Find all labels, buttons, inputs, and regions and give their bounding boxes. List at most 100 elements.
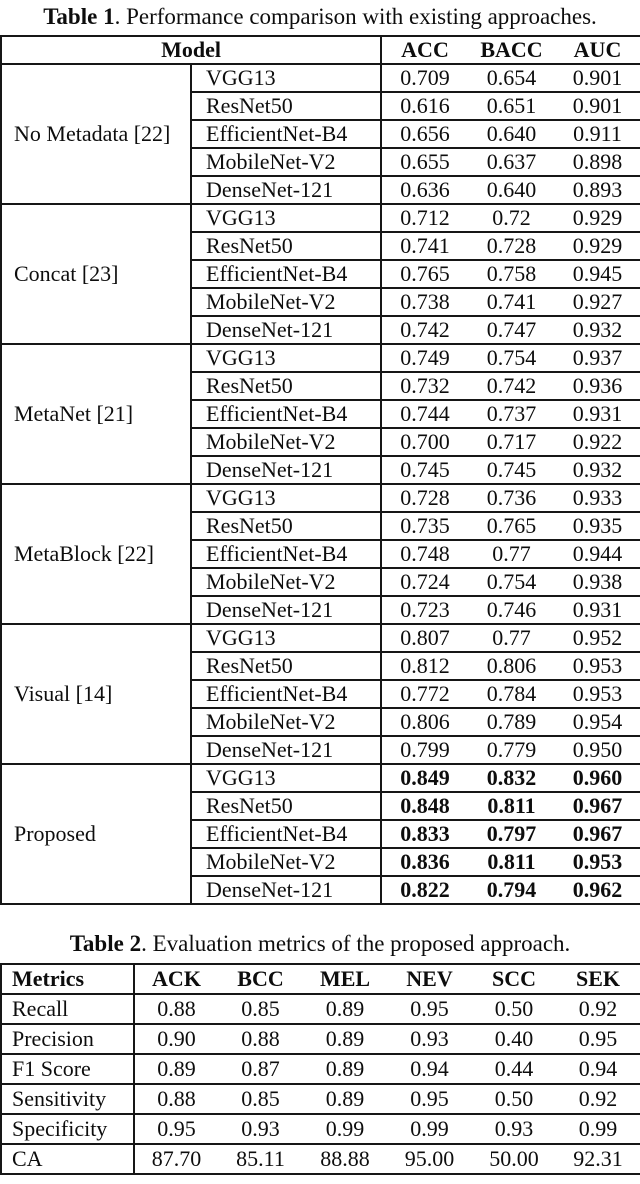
table1-value-cell: 0.794: [468, 875, 556, 905]
table1-value-cell: 0.742: [468, 371, 556, 401]
table1-row: DenseNet-121 0.822 0.794 0.962: [1, 875, 640, 905]
table2-value-cell: 0.90: [134, 1023, 218, 1055]
table1-value-cell: 0.806: [468, 651, 556, 681]
table1-value-cell: 0.929: [555, 203, 640, 233]
table1-value-cell: 0.728: [381, 483, 469, 513]
table1-value-cell: 0.811: [468, 791, 556, 821]
table1-row: EfficientNet-B4 0.748 0.77 0.944: [1, 539, 640, 569]
table1-network-cell: EfficientNet-B4: [191, 819, 383, 849]
table1-header-row: Model ACC BACC AUC: [1, 36, 640, 65]
table1-value-cell: 0.932: [555, 315, 640, 345]
table1-network-cell: EfficientNet-B4: [191, 679, 383, 709]
table2-value-cell: 0.99: [387, 1113, 472, 1145]
table1-row: EfficientNet-B4 0.765 0.758 0.945: [1, 259, 640, 289]
table1-value-cell: 0.937: [555, 343, 640, 373]
table2-header-cell: SCC: [472, 964, 556, 995]
table1-value-cell: 0.636: [381, 175, 469, 205]
table2-value-cell: 50.00: [472, 1143, 556, 1175]
table1-value-cell: 0.745: [468, 455, 556, 485]
table1-network-cell: EfficientNet-B4: [191, 399, 383, 429]
table1-group-name: Concat [23]: [1, 203, 192, 345]
table1-value-cell: 0.741: [468, 287, 556, 317]
table1-network-cell: VGG13: [191, 763, 383, 793]
table1-row: MobileNet-V2 0.806 0.789 0.954: [1, 707, 640, 737]
table2-value-cell: 0.89: [303, 1053, 387, 1085]
table1-value-cell: 0.893: [555, 175, 640, 205]
table1-network-cell: MobileNet-V2: [191, 147, 383, 177]
table1-value-cell: 0.833: [381, 819, 469, 849]
table1-value-cell: 0.962: [555, 875, 640, 905]
table1-value-cell: 0.717: [468, 427, 556, 457]
table1-group-name: No Metadata [22]: [1, 63, 192, 205]
table1-value-cell: 0.812: [381, 651, 469, 681]
table2-value-cell: 0.89: [134, 1053, 218, 1085]
table2-value-cell: 0.50: [472, 993, 556, 1025]
table2-value-cell: 0.92: [556, 1083, 640, 1115]
table1-row: EfficientNet-B4 0.656 0.640 0.911: [1, 119, 640, 149]
table2-header-cell: SEK: [556, 964, 640, 995]
table2-caption-label: Table 2: [69, 931, 142, 956]
table1-network-cell: ResNet50: [191, 371, 383, 401]
table2-value-cell: 0.95: [556, 1023, 640, 1055]
table1-value-cell: 0.738: [381, 287, 469, 317]
table1-value-cell: 0.901: [555, 63, 640, 93]
table1-value-cell: 0.732: [381, 371, 469, 401]
table2-value-cell: 95.00: [387, 1143, 472, 1175]
table1-row: Proposed VGG13 0.849 0.832 0.960: [1, 763, 640, 905]
table1-caption-text: . Performance comparison with existing a…: [114, 4, 597, 29]
table1-row: DenseNet-121 0.745 0.745 0.932: [1, 455, 640, 485]
table1-value-cell: 0.640: [468, 175, 556, 205]
table1-row: ResNet50 0.848 0.811 0.967: [1, 791, 640, 821]
table2-value-cell: 0.99: [303, 1113, 387, 1145]
table1-value-cell: 0.789: [468, 707, 556, 737]
table1-value-cell: 0.901: [555, 91, 640, 121]
table2-value-cell: 0.92: [556, 993, 640, 1025]
table1-value-cell: 0.712: [381, 203, 469, 233]
table1-value-cell: 0.651: [468, 91, 556, 121]
table1-value-cell: 0.736: [468, 483, 556, 513]
table1-network-cell: DenseNet-121: [191, 455, 383, 485]
table2-header-cell: MEL: [303, 964, 387, 995]
table1-value-cell: 0.950: [555, 735, 640, 765]
table2-value-cell: 0.44: [472, 1053, 556, 1085]
table1-value-cell: 0.654: [468, 63, 556, 93]
table1-network-cell: MobileNet-V2: [191, 287, 383, 317]
table2-value-cell: 87.70: [134, 1143, 218, 1175]
table2-caption-text: . Evaluation metrics of the proposed app…: [141, 931, 571, 956]
table1-value-cell: 0.723: [381, 595, 469, 625]
table1-row: Concat [23] VGG13 0.712 0.72 0.929: [1, 203, 640, 345]
table1-value-cell: 0.929: [555, 231, 640, 261]
table1-value-cell: 0.709: [381, 63, 469, 93]
table1-value-cell: 0.936: [555, 371, 640, 401]
table1-value-cell: 0.931: [555, 595, 640, 625]
table2-metric-name: F1 Score: [1, 1053, 135, 1085]
table1-row: ResNet50 0.735 0.765 0.935: [1, 511, 640, 541]
table2-value-cell: 0.87: [218, 1053, 303, 1085]
table1-value-cell: 0.953: [555, 651, 640, 681]
table2-metric-name: Precision: [1, 1023, 135, 1055]
table1-network-cell: ResNet50: [191, 511, 383, 541]
table2-value-cell: 88.88: [303, 1143, 387, 1175]
table2-value-cell: 0.85: [218, 993, 303, 1025]
table1-value-cell: 0.784: [468, 679, 556, 709]
table2-value-cell: 0.89: [303, 1023, 387, 1055]
table1-row: DenseNet-121 0.636 0.640 0.893: [1, 175, 640, 205]
table1-value-cell: 0.772: [381, 679, 469, 709]
table2-value-cell: 0.94: [556, 1053, 640, 1085]
table1-network-cell: VGG13: [191, 203, 383, 233]
table1-row: MetaBlock [22] VGG13 0.728 0.736 0.933: [1, 483, 640, 625]
table1-value-cell: 0.742: [381, 315, 469, 345]
table1-network-cell: VGG13: [191, 623, 383, 653]
table1-value-cell: 0.938: [555, 567, 640, 597]
table1-value-cell: 0.799: [381, 735, 469, 765]
table1-value-cell: 0.944: [555, 539, 640, 569]
table1-value-cell: 0.960: [555, 763, 640, 793]
table2-value-cell: 85.11: [218, 1143, 303, 1175]
table1-value-cell: 0.745: [381, 455, 469, 485]
table2-header-cell: NEV: [387, 964, 472, 995]
table1-value-cell: 0.779: [468, 735, 556, 765]
page: Table 1. Performance comparison with exi…: [0, 3, 640, 1175]
table1-value-cell: 0.747: [468, 315, 556, 345]
table1-value-cell: 0.933: [555, 483, 640, 513]
table2-value-cell: 0.40: [472, 1023, 556, 1055]
